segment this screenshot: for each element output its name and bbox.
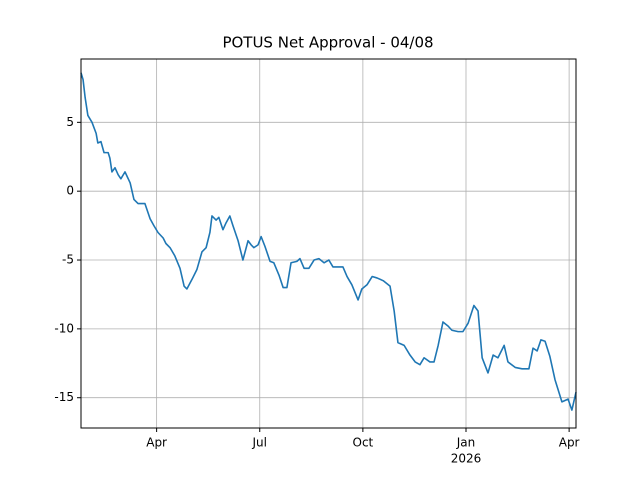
- y-tick-label: -5: [62, 253, 74, 267]
- x-tick-label: Jul: [252, 436, 267, 450]
- plot-area: -15 -10 -5 0 5 Apr Jul Oct Jan 2026 Apr: [54, 59, 580, 466]
- x-tick-label: Oct: [353, 436, 374, 450]
- y-tick-label: 5: [66, 115, 74, 129]
- y-tick-label: -15: [54, 390, 74, 404]
- y-tick-label: -10: [54, 321, 74, 335]
- axes-frame: [80, 58, 577, 429]
- x-tick-label: Jan: [456, 436, 476, 450]
- chart-title: POTUS Net Approval - 04/08: [222, 34, 433, 52]
- x-tick-sublabel: 2026: [451, 452, 482, 466]
- x-tick-label: Apr: [146, 436, 167, 450]
- x-tick-label: Apr: [559, 436, 580, 450]
- y-tick-label: 0: [66, 184, 74, 198]
- data-line: [80, 72, 577, 411]
